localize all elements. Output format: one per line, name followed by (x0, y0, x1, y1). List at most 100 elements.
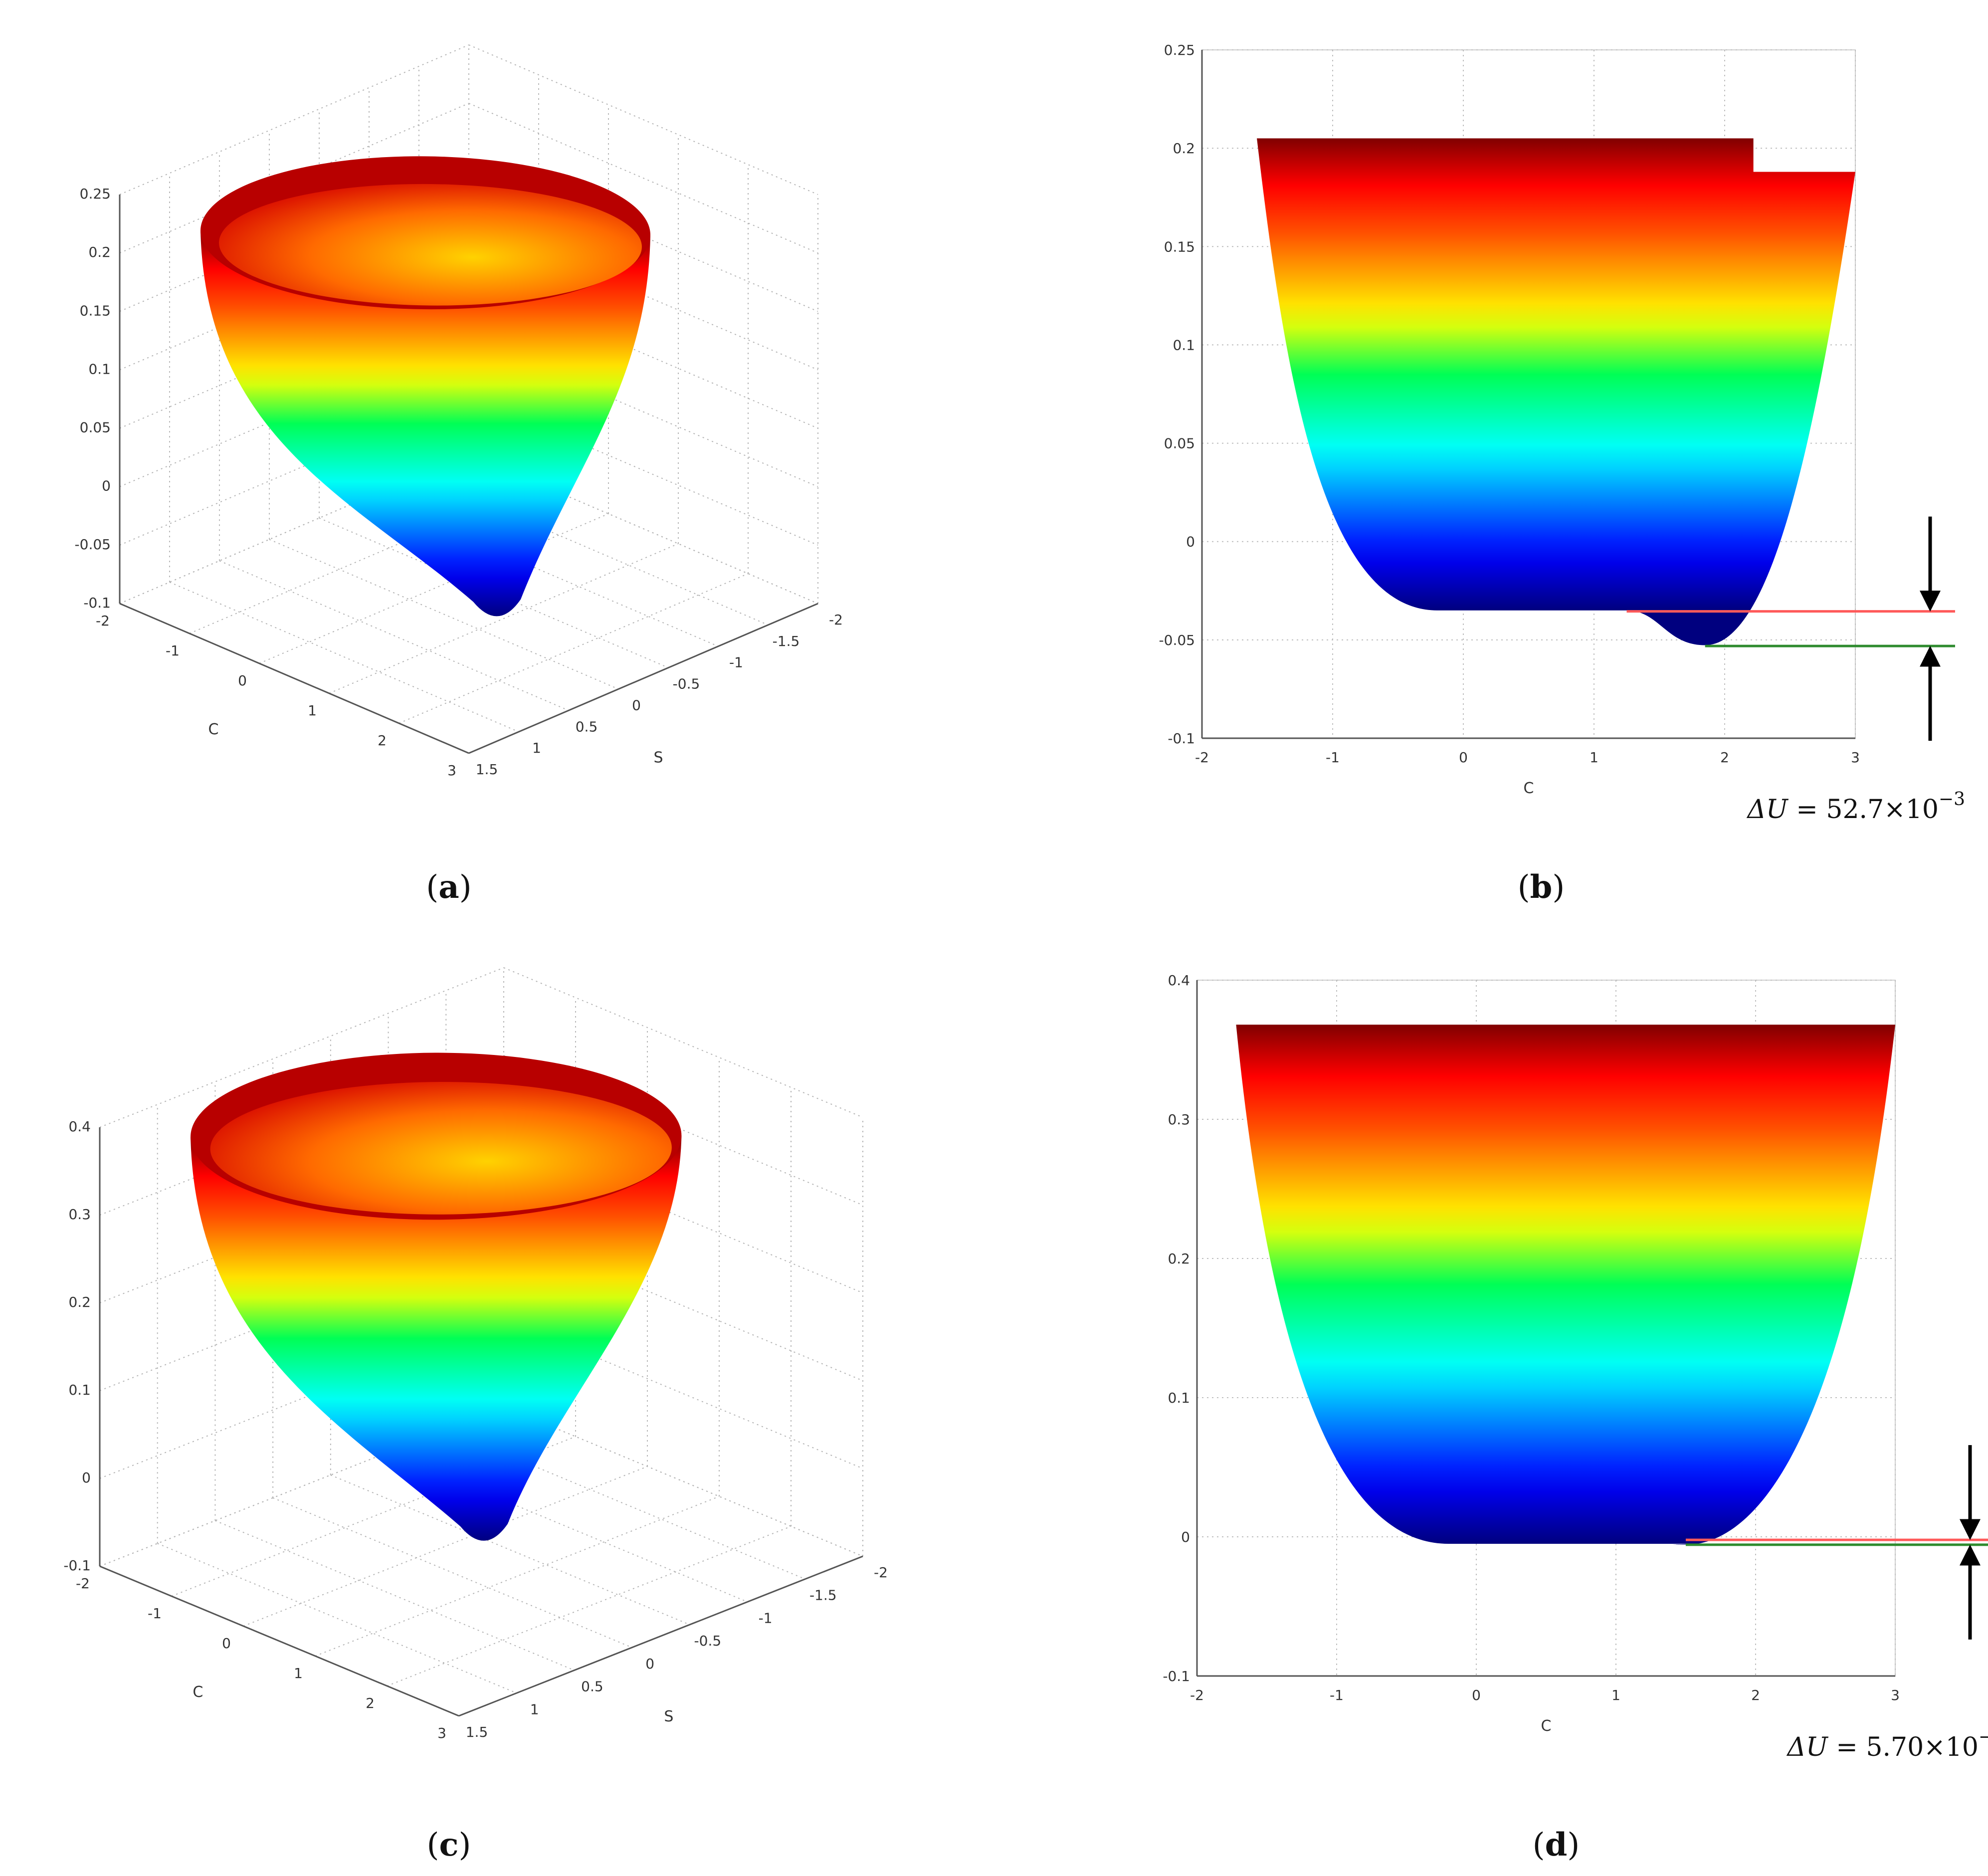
y-tick-label: 0.4 (1168, 972, 1190, 989)
surface-rim-inner (210, 1081, 672, 1215)
y-tick-label: 0.1 (1168, 1390, 1190, 1406)
z-tick-label: 0.2 (88, 244, 111, 260)
c-axis-label: C (193, 1683, 203, 1701)
z-tick-label: 0 (102, 478, 111, 494)
x-tick-label: 0 (1472, 1687, 1481, 1703)
c-tick-label: 0 (238, 672, 247, 689)
surface-rim-inner (219, 184, 642, 306)
c-tick-label: -1 (166, 642, 180, 659)
c-axis-line (99, 1565, 459, 1717)
z-tick-label: -0.05 (75, 536, 111, 553)
y-tick-label: 0.15 (1164, 238, 1195, 255)
s-tick-label: -2 (874, 1564, 888, 1581)
grid-wall-s0-z (468, 395, 818, 546)
s-tick-label: -1.5 (809, 1587, 837, 1604)
grid-wall-s0-z (468, 278, 818, 429)
grid-floor-s (330, 1474, 690, 1626)
c-tick-label: -2 (76, 1575, 90, 1592)
c-tick-label: 1 (294, 1665, 303, 1681)
delta-u-symbol: ΔU = (1786, 1732, 1866, 1762)
x-tick-label: 2 (1720, 749, 1729, 766)
grid-wall-c0-z (119, 395, 469, 546)
z-tick-label: 0.4 (68, 1118, 91, 1135)
c-tick-label: 2 (366, 1695, 375, 1711)
grid-floor-c (259, 513, 609, 664)
caption-b: (b) (1518, 868, 1565, 906)
c-tick-label: -1 (148, 1605, 162, 1622)
z-tick-label: 0.1 (88, 361, 111, 377)
caption-c: (c) (427, 1826, 471, 1864)
grid-floor-c (329, 543, 679, 694)
s-tick-label: 0 (632, 697, 641, 713)
s-tick-label: -2 (829, 612, 843, 628)
x-tick-label: 3 (1891, 1687, 1900, 1703)
c-tick-label: -2 (96, 613, 110, 629)
grid-floor-s (369, 496, 719, 647)
x-tick-label: 1 (1590, 749, 1598, 766)
c-axis-label: C (208, 721, 219, 738)
s-tick-label: 0.5 (576, 718, 598, 735)
z-tick-label: 0.25 (80, 186, 111, 202)
caption-d: (d) (1533, 1826, 1580, 1864)
x-tick-label: -2 (1195, 749, 1209, 766)
y-tick-label: 0.05 (1164, 435, 1195, 452)
grid-wall-s0-z (468, 44, 818, 195)
panel-a-3d-surface: -0.1 -0.05 0 0.05 0.1 0.15 0.2 0.25 -2 -1 0 1 2 3 -2 -1… (75, 44, 843, 779)
grid-floor-s (157, 1543, 517, 1694)
grid-floor-c (387, 1526, 792, 1686)
s-axis-label: S (664, 1708, 673, 1725)
s-axis-line (468, 603, 818, 754)
z-tick-label: 0.2 (68, 1294, 91, 1310)
x-tick-label: -1 (1330, 1687, 1344, 1703)
y-tick-label: 0.2 (1168, 1251, 1190, 1267)
z-tick-label: 0 (82, 1469, 91, 1486)
s-tick-label: 1 (532, 740, 541, 756)
x-tick-label: -2 (1190, 1687, 1204, 1703)
x-tick-label: 0 (1459, 749, 1468, 766)
s-tick-label: -1 (759, 1610, 773, 1626)
delta-u-value: 52.7×10 (1826, 795, 1939, 825)
z-tick-label: -0.1 (63, 1557, 91, 1574)
z-tick-label: 0.15 (80, 302, 111, 319)
s-tick-label: -0.5 (694, 1633, 722, 1649)
c-tick-label: 3 (437, 1725, 446, 1741)
grid-floor-s (503, 1406, 863, 1557)
delta-u-exponent: −3 (1939, 789, 1965, 810)
s-tick-label: 1.5 (476, 761, 498, 778)
grid-wall-s0-z (468, 103, 818, 254)
z-tick-label: 0.05 (80, 419, 111, 436)
s-tick-label: -1 (729, 654, 743, 671)
c-tick-label: 3 (447, 762, 456, 779)
y-tick-label: -0.05 (1159, 632, 1195, 648)
c-tick-label: 0 (222, 1635, 231, 1652)
panel-c-3d-surface: -0.1 0 0.1 0.2 0.3 0.4 -2 -1 0 1 2 3 -2 -1.5 -1 -0.5 0 0.… (63, 967, 888, 1741)
grid-floor-s (272, 1497, 632, 1648)
s-tick-label: 1 (530, 1701, 539, 1717)
x-tick-label: 2 (1751, 1687, 1760, 1703)
delta-u-value: 5.70×10 (1866, 1732, 1979, 1762)
grid-floor-s (418, 474, 769, 625)
grid-floor-c (189, 483, 539, 634)
x-tick-label: 3 (1851, 749, 1860, 766)
grid-floor-c (398, 573, 749, 724)
c-axis-line (119, 603, 469, 754)
grid-floor-s (219, 560, 569, 711)
grid-wall-s0-z (503, 967, 863, 1118)
surface-projection (1257, 138, 1855, 645)
caption-a: (a) (426, 868, 471, 906)
c-tick-label: 2 (378, 732, 387, 749)
grid-floor-c (315, 1496, 720, 1657)
grid-wall-s0-z (468, 336, 818, 487)
x-axis-label: C (1541, 1717, 1552, 1735)
grid-wall-c0-z (119, 44, 469, 195)
delta-u-symbol: ΔU = (1746, 795, 1826, 825)
panel-d-side-view: -2 -1 0 1 2 3 -0.1 0 0.1 0.2 0.3 0.4 C ΔU = 5.70×10−3 (1163, 972, 1988, 1762)
surface-body (200, 230, 650, 617)
delta-u-annotation: ΔU = 5.70×10−3 (1786, 1727, 1988, 1762)
grid-floor-s (269, 539, 619, 690)
z-tick-label: 0.1 (68, 1382, 91, 1398)
surface-projection (1236, 1025, 1895, 1545)
y-tick-label: 0.25 (1164, 42, 1195, 58)
y-tick-label: -0.1 (1163, 1668, 1190, 1684)
